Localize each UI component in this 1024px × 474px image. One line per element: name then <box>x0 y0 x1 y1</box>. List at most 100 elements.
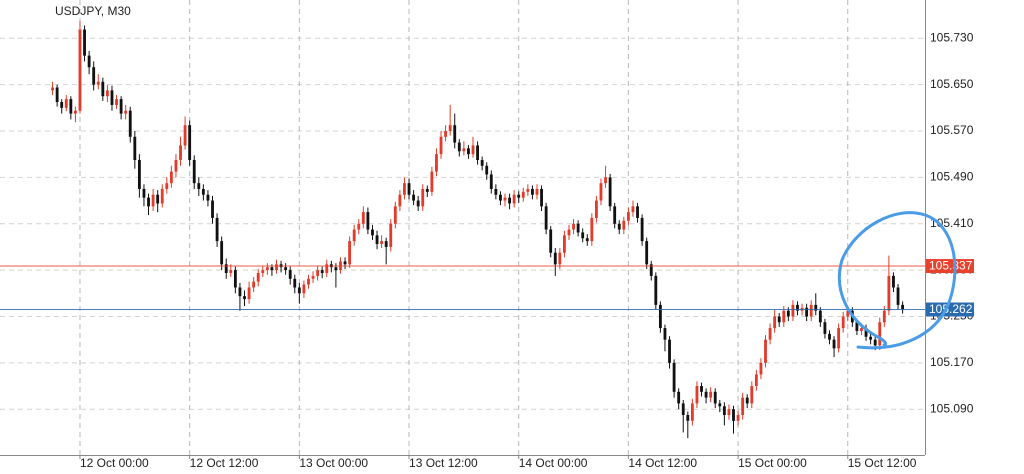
candle-body <box>846 310 850 317</box>
x-tick-label: 15 Oct 00:00 <box>738 456 807 470</box>
candle-body <box>220 241 224 265</box>
y-tick-label: 105.090 <box>930 401 974 415</box>
candle-body <box>124 110 128 114</box>
candle-body <box>622 220 626 230</box>
candle-body <box>704 391 708 398</box>
candle-body <box>51 87 54 91</box>
candle-body <box>654 275 658 305</box>
candle-body <box>78 29 82 111</box>
candle-body <box>197 183 201 189</box>
candle-body <box>677 391 681 404</box>
candle-body <box>457 142 461 152</box>
chart-title: USDJPY, M30 <box>55 4 131 18</box>
candle-body <box>471 145 475 155</box>
candles <box>51 20 905 439</box>
candle-body <box>887 275 891 311</box>
candle-body <box>754 374 758 387</box>
x-tick-label: 15 Oct 12:00 <box>848 456 917 470</box>
candle-body <box>384 241 388 247</box>
candle-body <box>809 304 813 317</box>
candle-body <box>668 339 671 363</box>
candle-body <box>837 328 841 349</box>
candle-body <box>444 130 448 137</box>
candle-body <box>105 90 109 97</box>
y-tick-label: 105.730 <box>930 30 974 44</box>
candle-body <box>307 278 310 285</box>
candle-body <box>732 409 735 421</box>
candle-body <box>284 267 288 271</box>
candle-body <box>658 304 662 329</box>
candle-body <box>188 125 192 160</box>
candle-body <box>512 194 516 204</box>
candle-body <box>572 223 575 230</box>
candle-body <box>403 183 406 195</box>
candle-body <box>201 188 205 195</box>
candle-body <box>558 252 562 265</box>
candle-body <box>393 206 397 224</box>
candle-body <box>380 241 384 245</box>
candle-body <box>462 148 466 152</box>
candle-body <box>421 188 425 207</box>
x-tick-label: 14 Oct 00:00 <box>519 456 588 470</box>
candle-body <box>544 206 548 230</box>
candle-body <box>599 183 603 201</box>
candle-body <box>608 177 612 207</box>
candle-body <box>882 310 886 323</box>
y-tick-label: 105.490 <box>930 170 974 184</box>
candle-body <box>841 316 845 329</box>
candle-body <box>590 217 594 242</box>
candle-body <box>147 197 150 207</box>
candle-body <box>389 223 393 247</box>
candle-body <box>425 188 429 192</box>
candle-body <box>371 229 374 236</box>
candle-body <box>814 304 818 311</box>
candle-body <box>115 99 118 105</box>
candle-body <box>192 159 196 184</box>
candle-body <box>686 415 690 421</box>
x-tick-label: 13 Oct 00:00 <box>299 456 368 470</box>
candle-body <box>179 145 182 160</box>
candle-body <box>64 99 68 108</box>
candle-body <box>407 183 411 195</box>
candle-body <box>503 197 507 201</box>
candle-body <box>768 328 772 340</box>
candle-body <box>727 409 731 416</box>
candle-body <box>60 102 64 108</box>
price-lines <box>0 265 925 311</box>
y-tick-label: 105.650 <box>930 77 974 91</box>
candle-body <box>467 148 470 155</box>
candle-body <box>782 310 786 323</box>
candle-body <box>722 406 726 416</box>
candle-body <box>133 136 137 160</box>
candle-body <box>224 264 228 273</box>
candle-body <box>494 188 498 195</box>
candle-body <box>110 90 114 105</box>
candle-body <box>128 110 132 137</box>
candle-body <box>713 391 717 404</box>
candle-body <box>160 188 164 204</box>
candle-body <box>142 188 146 198</box>
candle-body <box>476 145 479 160</box>
x-tick-label: 13 Oct 12:00 <box>409 456 478 470</box>
candle-body <box>119 99 123 114</box>
candle-body <box>73 110 77 114</box>
candle-body <box>695 386 699 404</box>
x-tick-label: 14 Oct 12:00 <box>628 456 697 470</box>
candle-body <box>581 232 585 239</box>
candle-body <box>448 125 452 131</box>
candle-body <box>604 177 607 184</box>
candle-body <box>151 194 155 207</box>
candle-body <box>736 415 740 421</box>
candle-body <box>320 270 324 273</box>
candle-body <box>567 229 571 236</box>
candle-body <box>508 197 511 204</box>
y-tick-label: 105.170 <box>930 355 974 369</box>
candle-body <box>174 159 178 172</box>
candle-body <box>709 391 713 398</box>
candle-body <box>626 212 630 221</box>
candle-body <box>352 229 356 242</box>
candle-body <box>275 264 278 271</box>
candle-body <box>247 287 251 300</box>
candle-body <box>526 188 530 192</box>
